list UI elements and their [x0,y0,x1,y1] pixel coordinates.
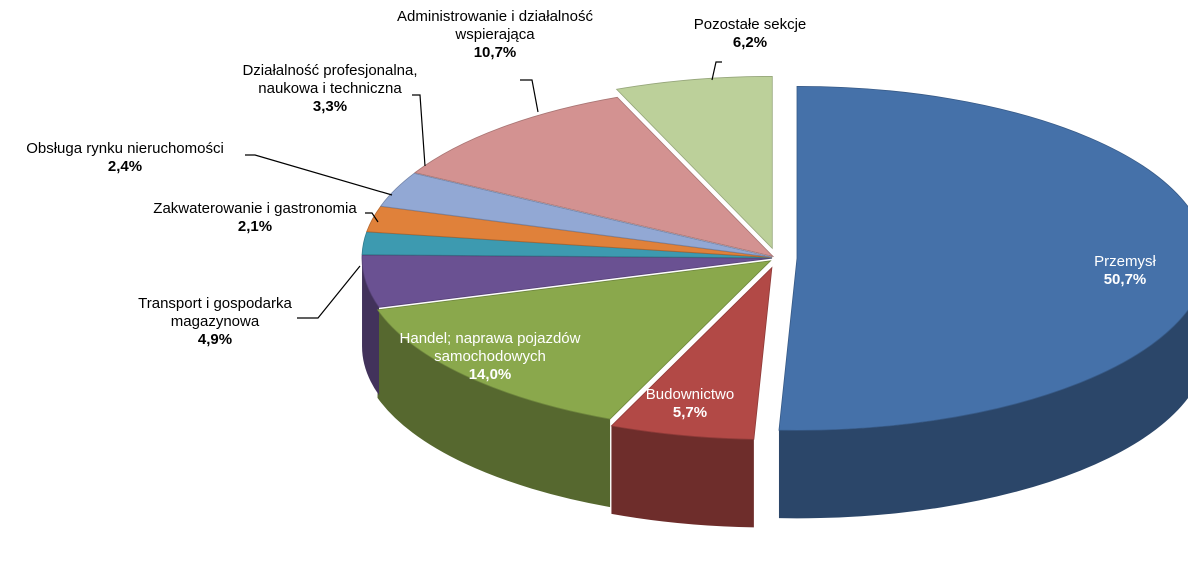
data-label: Działalność profesjonalna, naukowa i tec… [225,62,435,116]
data-label: Przemysł 50,7% [1065,253,1185,289]
data-label: Transport i gospodarka magazynowa 4,9% [115,295,315,349]
data-label: Budownictwo 5,7% [630,386,750,422]
category-label: Pozostałe sekcje [693,16,807,33]
category-label: Budownictwo [645,386,735,403]
slice [380,172,773,258]
category-label: Handel; naprawa pojazdów samochodowych [399,330,581,365]
slice [778,85,1188,431]
category-label: Administrowanie i działalność wspierając… [397,8,593,43]
leader-line [365,212,379,223]
value-label: 2,4% [107,158,143,175]
leader-line [297,265,361,319]
value-label: 4,9% [197,331,233,348]
leader-line [245,154,393,196]
data-label: Obsługa rynku nieruchomości 2,4% [0,140,260,176]
leader-line [412,94,426,167]
slice-side [377,309,611,508]
leader-line [711,61,722,81]
slice [610,266,773,440]
slice-side [611,425,754,528]
value-label: 2,1% [237,218,273,235]
value-label: 10,7% [473,44,517,61]
category-label: Przemysł [1094,253,1156,270]
data-label: Handel; naprawa pojazdów samochodowych 14… [370,330,610,384]
slice-side [362,258,380,396]
category-label: Obsługa rynku nieruchomości [26,140,224,157]
pie-sides [362,258,1188,528]
value-label: 6,2% [732,34,768,51]
data-label: Zakwaterowanie i gastronomia 2,1% [110,200,400,236]
leader-lines [245,61,722,319]
pie-tops [361,75,1188,440]
category-label: Działalność profesjonalna, naukowa i tec… [242,62,418,97]
value-label: 5,7% [672,404,708,421]
leader-line [520,79,539,113]
category-label: Transport i gospodarka magazynowa [138,295,292,330]
slice [361,254,773,308]
value-label: 50,7% [1103,271,1147,288]
data-label: Pozostałe sekcje 6,2% [670,16,830,52]
slice [376,260,772,420]
slice [615,75,773,250]
category-label: Zakwaterowanie i gastronomia [153,200,357,217]
slice [414,96,775,258]
data-label: Administrowanie i działalność wspierając… [370,8,620,62]
value-label: 14,0% [468,366,512,383]
value-label: 3,3% [312,98,348,115]
slice-side [778,309,1188,519]
